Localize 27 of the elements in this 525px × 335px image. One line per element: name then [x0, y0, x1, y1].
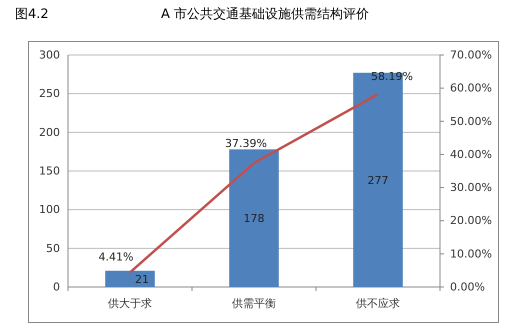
x-tick-label: 供大于求 [108, 296, 152, 310]
y2-tick-label: 50.00% [450, 114, 492, 128]
y-tick-label: 50 [46, 242, 60, 255]
y2-tick-label: 0.00% [450, 280, 485, 294]
data-label: 4.41% [98, 250, 134, 264]
y2-tick-label: 10.00% [450, 247, 492, 260]
data-label: 37.39% [225, 137, 267, 150]
data-label: 21 [135, 272, 149, 286]
y-tick-label: 300 [39, 48, 60, 62]
y2-tick-label: 40.00% [450, 148, 492, 161]
y-tick-label: 200 [39, 126, 60, 139]
y-tick-label: 100 [39, 203, 60, 216]
bar [105, 270, 155, 287]
x-tick-label: 供需平衡 [232, 296, 276, 310]
data-label: 178 [244, 212, 264, 226]
y2-tick-label: 30.00% [450, 181, 492, 194]
y-tick-label: 250 [39, 87, 60, 100]
y-tick-label: 150 [39, 164, 60, 178]
caption: 图4.2 [15, 7, 49, 22]
chart-title: A 市公共交通基础设施供需结构评价 [160, 6, 370, 22]
y-tick-label: 0 [53, 280, 60, 294]
bar [229, 149, 279, 287]
y2-tick-label: 20.00% [450, 214, 492, 228]
x-tick-label: 供不应求 [356, 296, 400, 310]
data-label: 277 [368, 174, 388, 187]
y2-tick-label: 60.00% [450, 82, 492, 95]
y2-tick-label: 70.00% [450, 48, 492, 62]
